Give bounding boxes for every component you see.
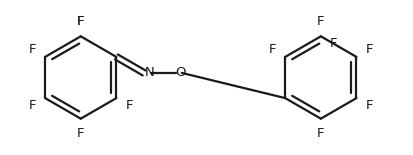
Text: F: F xyxy=(330,37,337,50)
Text: O: O xyxy=(176,66,186,79)
Text: F: F xyxy=(126,99,133,112)
Text: N: N xyxy=(145,66,154,79)
Text: F: F xyxy=(77,15,85,28)
Text: F: F xyxy=(317,15,325,28)
Text: F: F xyxy=(77,15,85,28)
Text: F: F xyxy=(317,127,325,140)
Text: F: F xyxy=(77,127,85,140)
Text: F: F xyxy=(366,99,373,112)
Text: F: F xyxy=(268,43,276,56)
Text: F: F xyxy=(28,43,36,56)
Text: F: F xyxy=(28,99,36,112)
Text: F: F xyxy=(366,43,373,56)
